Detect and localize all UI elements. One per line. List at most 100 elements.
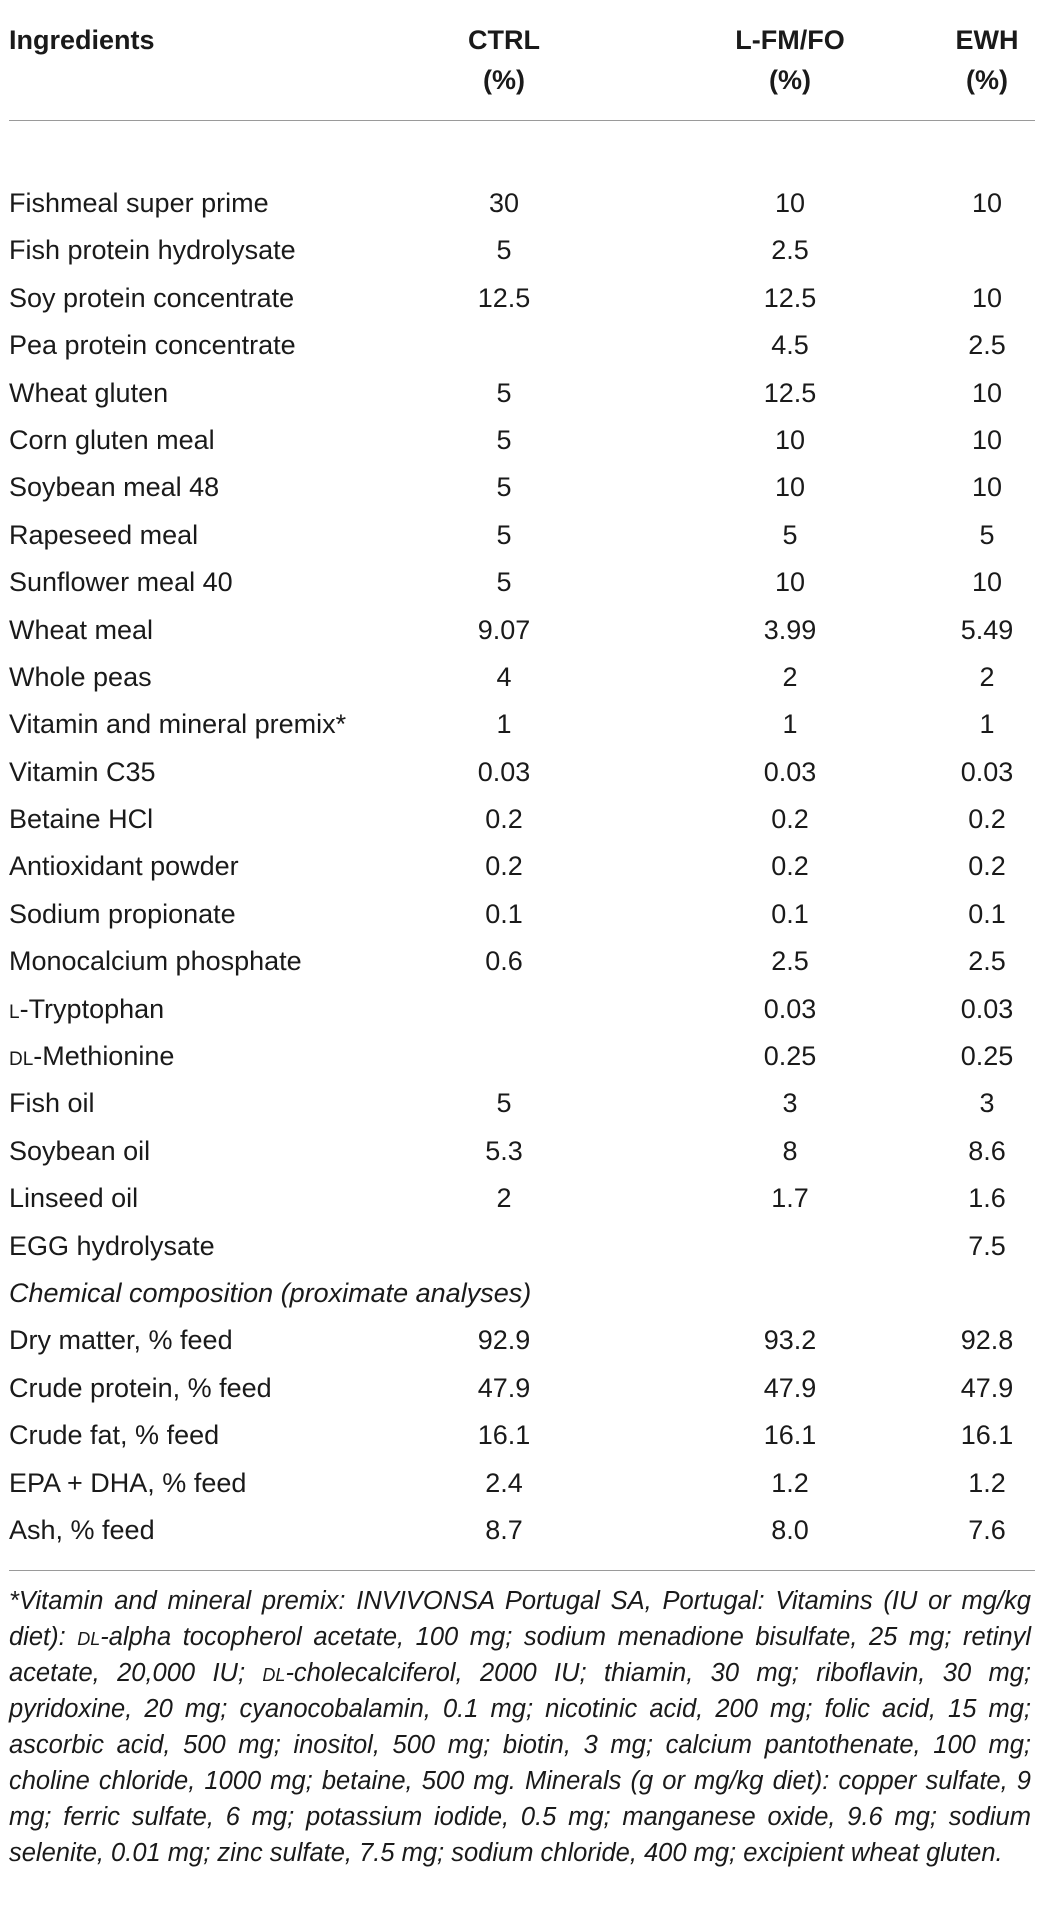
cell-ctrl: 0.2 <box>485 804 523 835</box>
table-row: dl-Methionine 0.25 0.25 <box>9 1033 1035 1080</box>
cell-ewh: 1.6 <box>968 1183 1006 1214</box>
section-label: Chemical composition (proximate analyses… <box>9 1277 532 1308</box>
section-row: Chemical composition (proximate analyses… <box>9 1270 1035 1317</box>
cell-lfm-fo: 3 <box>782 1088 798 1119</box>
cell-ctrl: 5 <box>496 235 512 266</box>
row-label: Rapeseed meal <box>9 519 199 550</box>
table-row: Betaine HCl 0.2 0.2 0.2 <box>9 796 1035 843</box>
cell-ewh: 10 <box>971 282 1003 313</box>
row-label: Monocalcium phosphate <box>9 946 302 977</box>
row-label-rest: -Tryptophan <box>19 993 165 1024</box>
cell-lfm-fo: 10 <box>774 567 806 598</box>
footnote-text-1: *Vitamin and mineral premix: INVIVONSA P… <box>9 1587 1031 1652</box>
footnote-dl-prefix-1: dl <box>77 1623 101 1652</box>
cell-ctrl: 5 <box>496 472 512 503</box>
cell-ctrl: 5 <box>496 519 512 550</box>
table-row: Fish oil 5 3 3 <box>9 1080 1035 1127</box>
cell-ewh: 10 <box>971 424 1003 455</box>
table-row: Pea protein concentrate 4.5 2.5 <box>9 322 1035 369</box>
cell-ewh: 0.03 <box>960 993 1014 1024</box>
cell-ctrl: 0.03 <box>477 756 531 787</box>
cell-ctrl: 30 <box>488 188 520 218</box>
row-label: EPA + DHA, % feed <box>9 1467 247 1498</box>
table-row: Fishmeal super prime 30 10 10 <box>9 180 1035 227</box>
table-row: Crude protein, % feed 47.9 47.9 47.9 <box>9 1365 1035 1412</box>
table-row: Dry matter, % feed 92.9 93.2 92.8 <box>9 1317 1035 1364</box>
cell-ewh: 2.5 <box>968 330 1006 361</box>
header-ewh-name: EWH <box>955 25 1019 55</box>
row-label: dl-Methionine <box>9 1033 174 1080</box>
header-ewh-unit: (%) <box>966 65 1008 95</box>
header-lfm-fo-name: L-FM/FO <box>735 25 845 55</box>
cell-ctrl: 5 <box>496 1088 512 1119</box>
cell-ewh: 16.1 <box>960 1420 1014 1451</box>
row-label: l-Tryptophan <box>9 986 164 1033</box>
row-label-prefix: l <box>9 993 20 1024</box>
cell-ctrl: 47.9 <box>477 1372 531 1403</box>
cell-ewh: 1 <box>979 709 995 740</box>
row-label: EGG hydrolysate <box>9 1230 215 1261</box>
row-label: Sunflower meal 40 <box>9 567 233 598</box>
table-row: Soybean oil 5.3 8 8.6 <box>9 1128 1035 1175</box>
table-row: Vitamin and mineral premix* 1 1 1 <box>9 701 1035 748</box>
table-row: Wheat meal 9.07 3.99 5.49 <box>9 607 1035 654</box>
cell-lfm-fo: 47.9 <box>763 1372 817 1403</box>
cell-ewh: 7.6 <box>968 1514 1006 1545</box>
ingredients-table: Ingredients CTRL (%) L-FM/FO (%) EWH (%)… <box>9 0 1035 1871</box>
cell-ctrl: 5 <box>496 424 512 455</box>
row-label: Dry matter, % feed <box>9 1325 233 1356</box>
cell-ewh: 47.9 <box>960 1372 1014 1403</box>
cell-ctrl: 0.1 <box>485 898 523 929</box>
row-label: Whole peas <box>9 661 152 692</box>
row-label: Ash, % feed <box>9 1514 155 1545</box>
cell-ctrl: 0.6 <box>485 946 523 977</box>
row-label-prefix: dl <box>9 1041 34 1072</box>
table-row: EGG hydrolysate 7.5 <box>9 1223 1035 1270</box>
table-row: Rapeseed meal 5 5 5 <box>9 512 1035 559</box>
row-label: Vitamin and mineral premix* <box>9 709 347 740</box>
cell-lfm-fo: 8.0 <box>771 1514 809 1545</box>
row-label: Pea protein concentrate <box>9 330 296 361</box>
cell-ewh: 5.49 <box>960 614 1014 645</box>
row-label: Fish protein hydrolysate <box>9 235 296 266</box>
row-label: Wheat gluten <box>9 377 169 408</box>
cell-ewh: 0.1 <box>968 898 1006 929</box>
cell-ewh: 0.2 <box>968 851 1006 882</box>
table-bottom-rule <box>9 1570 1035 1572</box>
cell-ctrl: 5.3 <box>485 1135 523 1166</box>
table-row: Corn gluten meal 5 10 10 <box>9 417 1035 464</box>
header-ctrl-unit: (%) <box>483 65 525 95</box>
cell-lfm-fo: 3.99 <box>763 614 817 645</box>
cell-lfm-fo: 0.03 <box>763 993 817 1024</box>
table-row: Wheat gluten 5 12.5 10 <box>9 370 1035 417</box>
cell-lfm-fo: 2 <box>782 661 798 692</box>
row-label: Fishmeal super prime <box>9 188 269 218</box>
cell-lfm-fo: 12.5 <box>763 282 817 313</box>
footnote-text-2: -alpha tocopherol acetate, 100 mg; sodiu… <box>9 1623 1031 1688</box>
cell-ewh: 0.03 <box>960 756 1014 787</box>
cell-ctrl: 1 <box>496 709 512 740</box>
cell-ewh: 8.6 <box>968 1135 1006 1166</box>
row-label: Corn gluten meal <box>9 424 215 455</box>
table-row: Whole peas 4 2 2 <box>9 654 1035 701</box>
table-row: l-Tryptophan 0.03 0.03 <box>9 986 1035 1033</box>
cell-lfm-fo: 2.5 <box>771 946 809 977</box>
table-row: Soy protein concentrate 12.5 12.5 10 <box>9 275 1035 322</box>
cell-lfm-fo: 5 <box>782 519 798 550</box>
footnote-dl-prefix-2: dl <box>262 1659 286 1688</box>
cell-lfm-fo: 1.7 <box>771 1183 809 1214</box>
table-row: Linseed oil 2 1.7 1.6 <box>9 1175 1035 1222</box>
row-label-rest: -Methionine <box>33 1041 175 1072</box>
header-ewh: EWH (%) <box>897 20 1043 100</box>
cell-ewh: 7.5 <box>968 1230 1006 1261</box>
row-label: Soy protein concentrate <box>9 282 295 313</box>
cell-lfm-fo: 12.5 <box>763 377 817 408</box>
cell-lfm-fo: 1 <box>782 709 798 740</box>
row-label: Crude protein, % feed <box>9 1372 272 1403</box>
row-label: Crude fat, % feed <box>9 1420 220 1451</box>
cell-ewh: 1.2 <box>968 1467 1006 1498</box>
cell-ctrl: 12.5 <box>477 282 531 313</box>
cell-lfm-fo: 93.2 <box>763 1325 817 1356</box>
cell-ctrl: 0.2 <box>485 851 523 882</box>
row-label: Soybean meal 48 <box>9 472 220 503</box>
